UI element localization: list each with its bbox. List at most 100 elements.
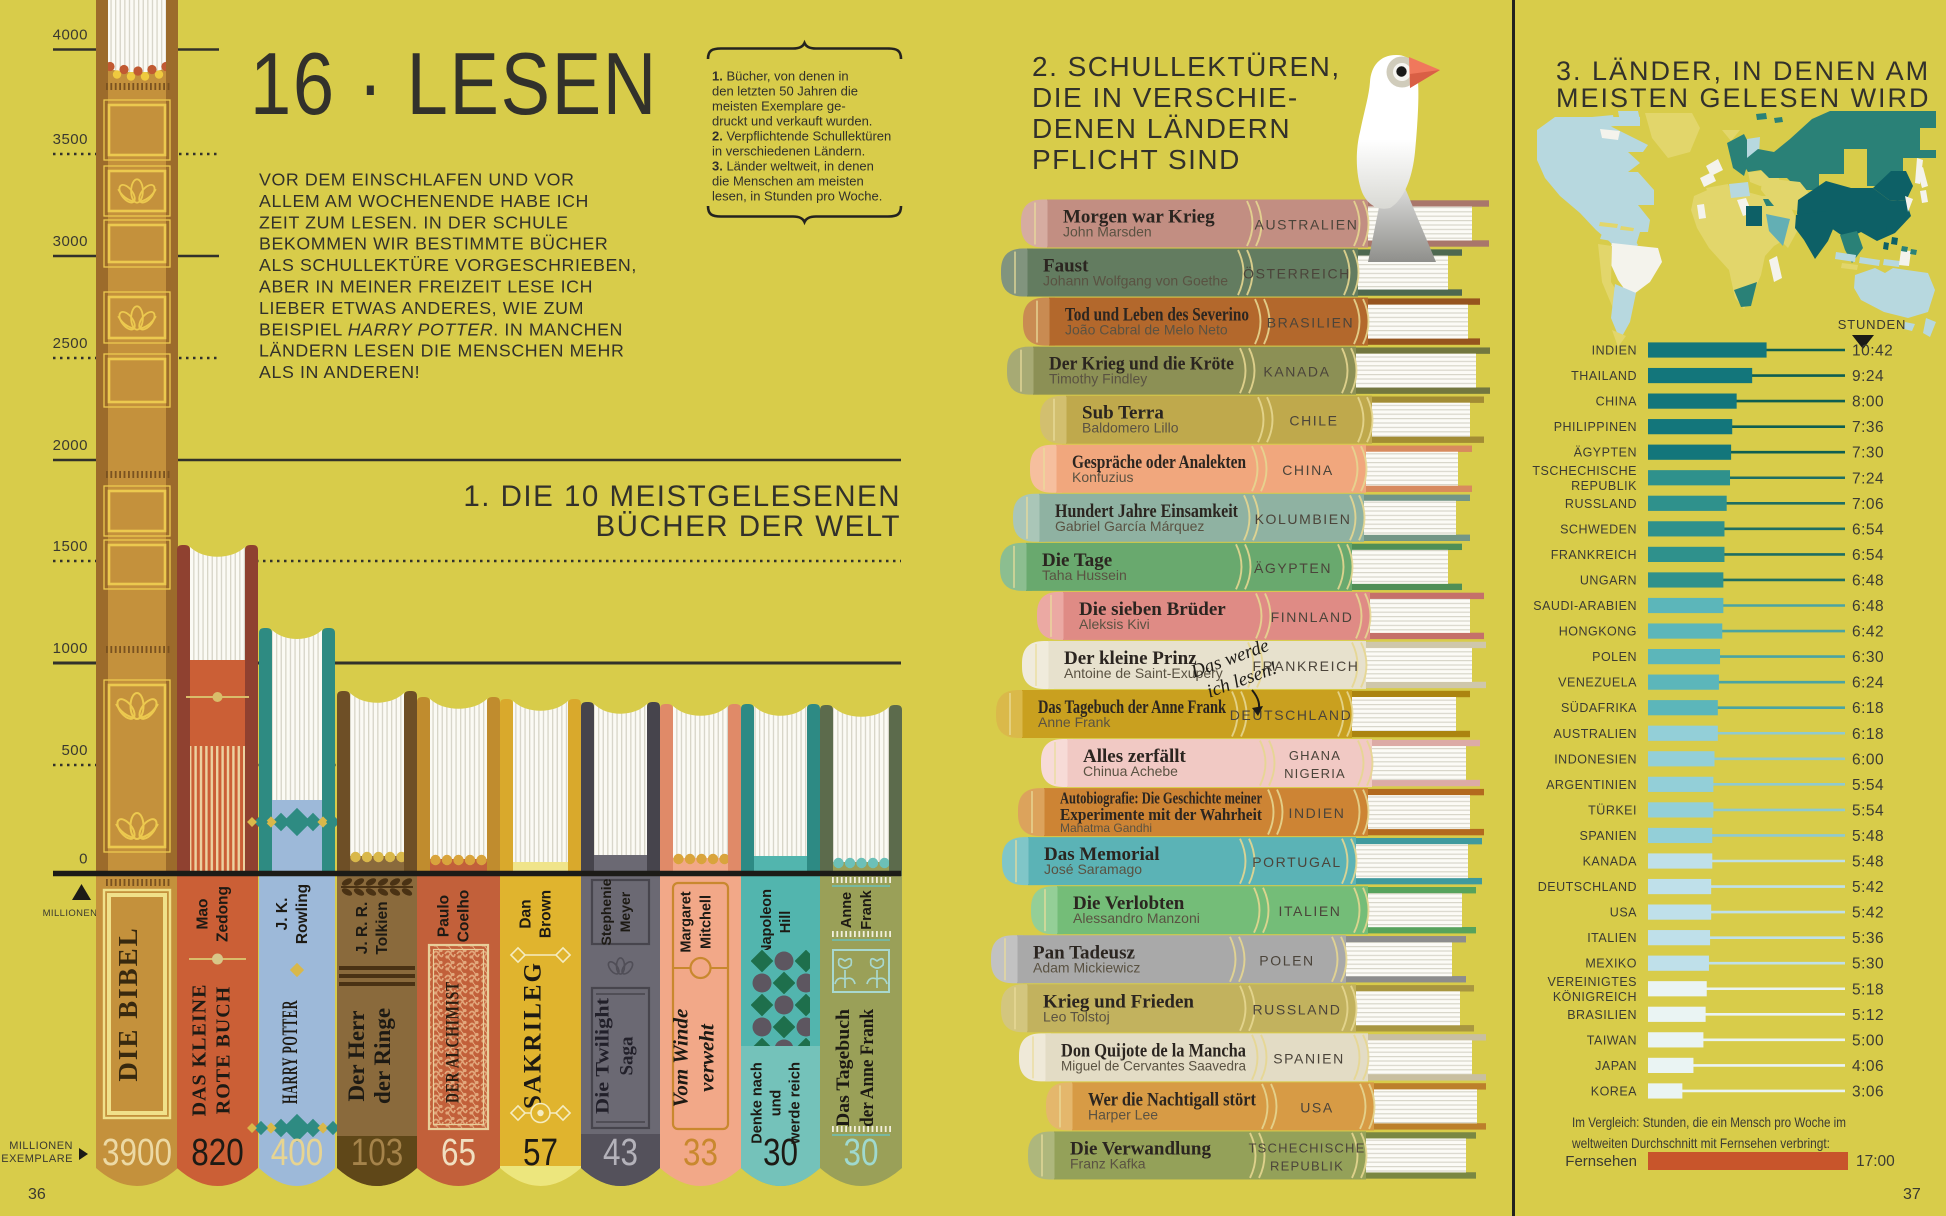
svg-text:BRASILIEN: BRASILIEN [1567, 1008, 1637, 1022]
svg-text:AUSTRALIEN: AUSTRALIEN [1554, 727, 1638, 741]
svg-text:CHINA: CHINA [1596, 395, 1638, 409]
svg-text:Der Herr: Der Herr [344, 1011, 369, 1102]
svg-text:6:42: 6:42 [1852, 624, 1884, 641]
svg-text:TSCHECHISCHE: TSCHECHISCHE [1249, 1140, 1366, 1155]
svg-text:Paulo: Paulo [436, 895, 453, 937]
svg-text:PORTUGAL: PORTUGAL [1252, 854, 1342, 870]
svg-text:DEUTSCHLAND: DEUTSCHLAND [1538, 880, 1637, 894]
svg-text:Leo Tolstoj: Leo Tolstoj [1043, 1008, 1110, 1024]
svg-text:Das Tagebuch: Das Tagebuch [833, 1009, 854, 1127]
svg-text:Chinua Achebe: Chinua Achebe [1083, 763, 1178, 779]
svg-text:3900: 3900 [102, 1132, 172, 1174]
svg-text:Mitchell: Mitchell [699, 895, 715, 949]
svg-text:weltweiten Durchschnitt mit Fe: weltweiten Durchschnitt mit Fernsehen ve… [1571, 1135, 1830, 1151]
svg-text:MILLIONEN: MILLIONEN [43, 908, 98, 919]
svg-text:ÄGYPTEN: ÄGYPTEN [1254, 560, 1332, 576]
svg-text:2500: 2500 [53, 335, 88, 352]
svg-text:6:54: 6:54 [1852, 521, 1884, 538]
svg-text:AUSTRALIEN: AUSTRALIEN [1255, 217, 1359, 233]
svg-text:MEXIKO: MEXIKO [1585, 957, 1637, 971]
svg-text:LIEBER ETWAS ANDERES, WIE ZUM: LIEBER ETWAS ANDERES, WIE ZUM [259, 298, 584, 318]
svg-text:Stephenie: Stephenie [598, 878, 614, 945]
svg-text:Der kleine Prinz: Der kleine Prinz [1064, 648, 1197, 669]
svg-text:SAUDI-ARABIEN: SAUDI-ARABIEN [1533, 599, 1637, 613]
svg-text:Alles zerfällt: Alles zerfällt [1083, 746, 1187, 767]
svg-text:Gabriel García Márquez: Gabriel García Márquez [1055, 518, 1204, 534]
svg-text:Die sieben Brüder: Die sieben Brüder [1079, 599, 1226, 620]
svg-text:5:54: 5:54 [1852, 802, 1884, 819]
svg-text:Meyer: Meyer [617, 891, 633, 932]
svg-text:3. Länder weltweit, in denen: 3. Länder weltweit, in denen [712, 159, 874, 174]
svg-text:der Anne Frank: der Anne Frank [857, 1009, 878, 1127]
svg-text:Konfuzius: Konfuzius [1072, 469, 1133, 485]
svg-text:POLEN: POLEN [1592, 650, 1637, 664]
svg-text:DEUTSCHLAND: DEUTSCHLAND [1230, 707, 1353, 723]
svg-text:TSCHECHISCHE: TSCHECHISCHE [1532, 464, 1637, 478]
svg-text:10:42: 10:42 [1852, 343, 1893, 360]
svg-text:5:42: 5:42 [1852, 905, 1884, 922]
svg-text:FRANKREICH: FRANKREICH [1551, 548, 1637, 562]
svg-text:DER ALCHIMIST: DER ALCHIMIST [443, 981, 464, 1103]
svg-text:6:24: 6:24 [1852, 675, 1884, 692]
svg-text:MEISTEN GELESEN WIRD: MEISTEN GELESEN WIRD [1556, 83, 1931, 113]
svg-text:Autobiografie: Die Geschichte: Autobiografie: Die Geschichte meiner [1060, 789, 1262, 808]
svg-text:ITALIEN: ITALIEN [1278, 903, 1341, 919]
svg-text:ALS IN ANDEREN!: ALS IN ANDEREN! [259, 362, 420, 382]
svg-text:ABER IN MEINER FREIZEIT LESE I: ABER IN MEINER FREIZEIT LESE ICH [259, 277, 593, 297]
svg-text:Anne: Anne [839, 892, 855, 928]
svg-text:43: 43 [603, 1132, 638, 1174]
svg-text:José Saramago: José Saramago [1044, 861, 1142, 877]
svg-text:Coelho: Coelho [456, 890, 473, 943]
svg-text:3000: 3000 [53, 233, 88, 250]
svg-text:REPUBLIK: REPUBLIK [1270, 1158, 1344, 1173]
svg-text:werde reich: werde reich [788, 1062, 804, 1145]
svg-text:1500: 1500 [53, 538, 88, 555]
svg-text:0: 0 [79, 851, 88, 868]
svg-text:30: 30 [763, 1132, 798, 1174]
svg-text:ÄGYPTEN: ÄGYPTEN [1574, 446, 1637, 460]
svg-text:LÄNDERN LESEN DIE MENSCHEN MEH: LÄNDERN LESEN DIE MENSCHEN MEHR [259, 341, 624, 361]
svg-text:BEISPIEL HARRY POTTER. IN MANC: BEISPIEL HARRY POTTER. IN MANCHEN [259, 319, 623, 339]
svg-text:30: 30 [844, 1132, 879, 1174]
svg-text:36: 36 [28, 1186, 46, 1203]
svg-text:John Marsden: John Marsden [1063, 224, 1152, 240]
svg-text:Mahatma Gandhi: Mahatma Gandhi [1060, 821, 1152, 835]
svg-text:Rowling: Rowling [294, 884, 311, 944]
svg-text:den letzten 50 Jahren die: den letzten 50 Jahren die [712, 84, 858, 99]
svg-text:DIE BIBEL: DIE BIBEL [113, 926, 143, 1081]
svg-text:SAKRILEG: SAKRILEG [520, 961, 547, 1109]
svg-text:SÜDAFRIKA: SÜDAFRIKA [1561, 701, 1637, 715]
svg-text:VENEZUELA: VENEZUELA [1558, 676, 1637, 690]
svg-text:SCHWEDEN: SCHWEDEN [1560, 522, 1637, 536]
svg-text:5:18: 5:18 [1852, 981, 1884, 998]
svg-text:KOLUMBIEN: KOLUMBIEN [1255, 511, 1352, 527]
svg-text:Krieg und Frieden: Krieg und Frieden [1043, 991, 1194, 1012]
svg-text:Die Verwandlung: Die Verwandlung [1070, 1138, 1211, 1159]
svg-text:THAILAND: THAILAND [1571, 369, 1637, 383]
svg-text:Hill: Hill [778, 911, 794, 934]
svg-text:PFLICHT SIND: PFLICHT SIND [1032, 144, 1241, 175]
svg-text:820: 820 [191, 1132, 244, 1174]
svg-text:Dan: Dan [518, 899, 535, 928]
svg-text:Pan Tadeusz: Pan Tadeusz [1033, 942, 1135, 963]
svg-text:1000: 1000 [53, 640, 88, 657]
svg-text:2. SCHULLEKTÜREN,: 2. SCHULLEKTÜREN, [1032, 51, 1341, 82]
svg-text:UNGARN: UNGARN [1580, 573, 1637, 587]
svg-text:Die Twilight: Die Twilight [593, 997, 614, 1114]
svg-text:Antoine de Saint-Exupéry: Antoine de Saint-Exupéry [1064, 665, 1223, 681]
svg-text:6:00: 6:00 [1852, 751, 1884, 768]
svg-text:3500: 3500 [53, 131, 88, 148]
svg-text:Die Tage: Die Tage [1042, 550, 1112, 571]
svg-text:Tolkien: Tolkien [374, 901, 391, 954]
svg-text:2000: 2000 [53, 437, 88, 454]
svg-text:4000: 4000 [53, 27, 88, 44]
svg-text:33: 33 [683, 1132, 718, 1174]
svg-text:6:54: 6:54 [1852, 547, 1884, 564]
svg-text:die Menschen am meisten: die Menschen am meisten [712, 174, 864, 189]
svg-text:9:24: 9:24 [1852, 368, 1884, 385]
svg-text:Das Tagebuch der Anne Frank: Das Tagebuch der Anne Frank [1038, 697, 1226, 718]
svg-text:Napoleon: Napoleon [759, 889, 775, 955]
svg-text:meisten Exemplare ge-: meisten Exemplare ge- [712, 99, 846, 114]
svg-text:57: 57 [523, 1132, 558, 1174]
svg-text:Faust: Faust [1043, 256, 1089, 277]
